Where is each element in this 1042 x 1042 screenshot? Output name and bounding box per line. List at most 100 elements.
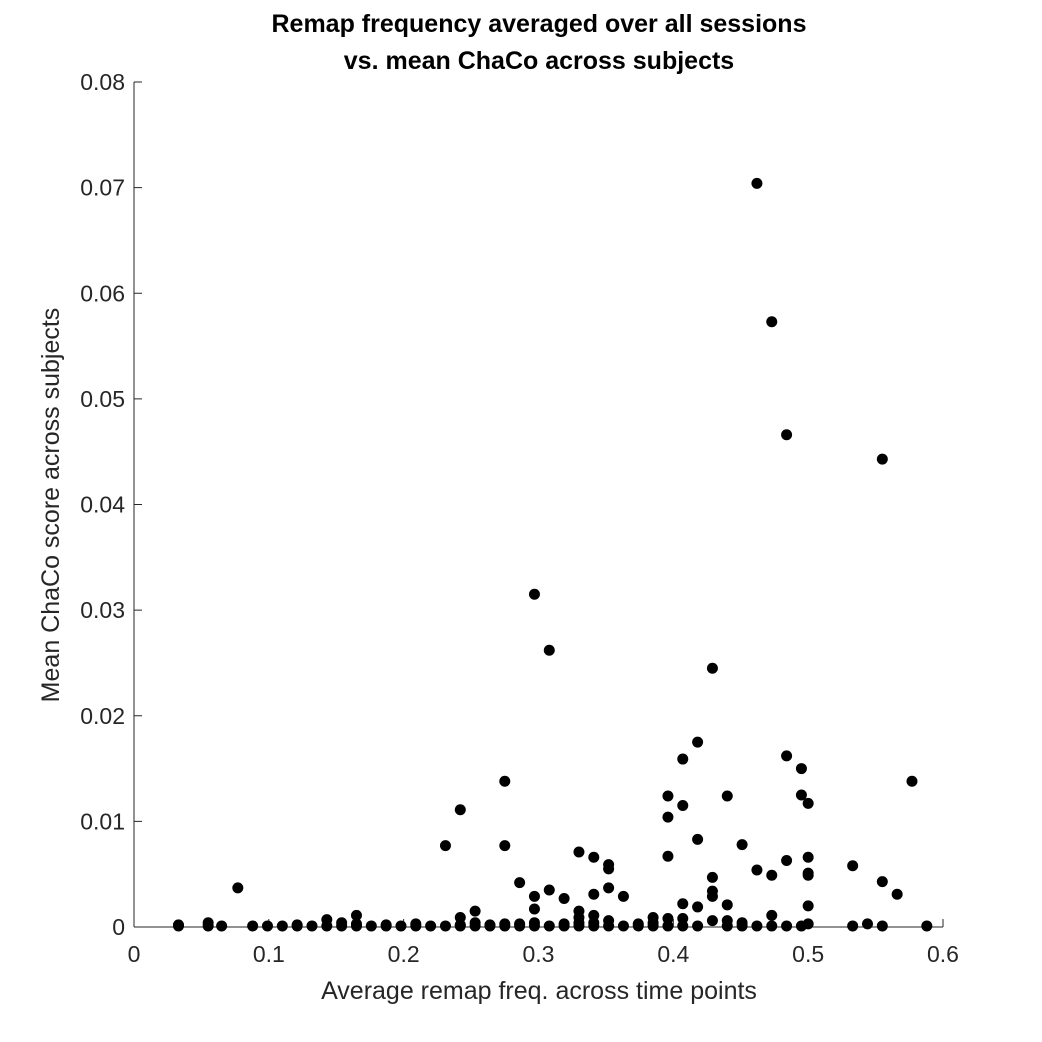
data-points [172,177,933,932]
data-point [514,920,526,932]
data-point [439,840,451,852]
x-tick-label: 0.4 [657,941,689,967]
x-tick-label: 0 [128,941,141,967]
data-point [662,811,674,823]
data-point [692,901,704,913]
data-point [751,864,763,876]
data-point [921,920,933,932]
data-point [603,920,615,932]
data-point [781,429,793,441]
data-point [677,753,689,765]
data-point [573,920,585,932]
data-point [425,920,437,932]
x-tick-label: 0.2 [388,941,420,967]
data-point [721,920,733,932]
data-point [499,920,511,932]
data-point [766,316,778,328]
data-point [603,882,615,894]
data-point [662,850,674,862]
data-point [802,797,814,809]
y-tick-label: 0.01 [80,808,125,834]
y-tick-label: 0.04 [80,492,125,518]
data-point [751,177,763,189]
data-point [795,763,807,775]
x-tick-label: 0.6 [927,941,959,967]
data-point [247,920,259,932]
data-point [781,750,793,762]
data-point [706,915,718,927]
data-point [573,846,585,858]
data-point [861,918,873,930]
data-point [802,869,814,881]
data-point [692,736,704,748]
data-point [677,898,689,910]
chart-title-line-2: vs. mean ChaCo across subjects [344,47,734,75]
data-point [543,644,555,656]
y-tick-label: 0.07 [80,175,125,201]
y-tick-label: 0.05 [80,386,125,412]
data-point [766,869,778,881]
data-point [876,453,888,465]
data-point [617,920,629,932]
y-tick-label: 0 [112,914,125,940]
data-point [469,905,481,917]
data-point [677,920,689,932]
data-point [802,918,814,930]
data-point [906,775,918,787]
data-point [751,920,763,932]
data-point [781,920,793,932]
data-point [736,920,748,932]
data-point [528,903,540,915]
data-point [499,775,511,787]
data-point [736,839,748,851]
data-point [662,790,674,802]
y-tick-label: 0.02 [80,703,125,729]
data-point [876,876,888,888]
x-tick-label: 0.5 [792,941,824,967]
data-point [172,919,184,931]
data-point [802,900,814,912]
data-point [662,920,674,932]
data-point [410,920,422,932]
y-ticks: 0 0.01 0.02 0.03 0.04 0.05 0.06 0.07 0.08 [80,69,142,940]
data-point [380,920,392,932]
data-point [528,890,540,902]
data-point [558,892,570,904]
y-tick-label: 0.08 [80,69,125,95]
data-point [692,920,704,932]
data-point [706,890,718,902]
data-point [499,840,511,852]
data-point [692,833,704,845]
data-point [276,920,288,932]
data-point [543,920,555,932]
data-point [291,920,303,932]
data-point [484,920,496,932]
data-point [588,888,600,900]
data-point [603,863,615,875]
data-point [558,920,570,932]
chart-title-line-1: Remap frequency averaged over all sessio… [272,10,807,38]
data-point [766,920,778,932]
y-axis-label: Mean ChaCo score across subjects [37,308,65,703]
data-point [766,909,778,921]
y-tick-label: 0.06 [80,280,125,306]
data-point [617,890,629,902]
data-point [350,909,362,921]
y-tick-label: 0.03 [80,597,125,623]
x-tick-label: 0.1 [253,941,285,967]
data-point [202,920,214,932]
data-point [336,920,348,932]
data-point [588,851,600,863]
data-point [261,920,273,932]
data-point [395,920,407,932]
x-tick-label: 0.3 [523,941,555,967]
data-point [795,789,807,801]
data-point [781,854,793,866]
data-point [647,920,659,932]
data-point [454,920,466,932]
data-point [677,800,689,812]
data-point [528,588,540,600]
data-point [588,920,600,932]
